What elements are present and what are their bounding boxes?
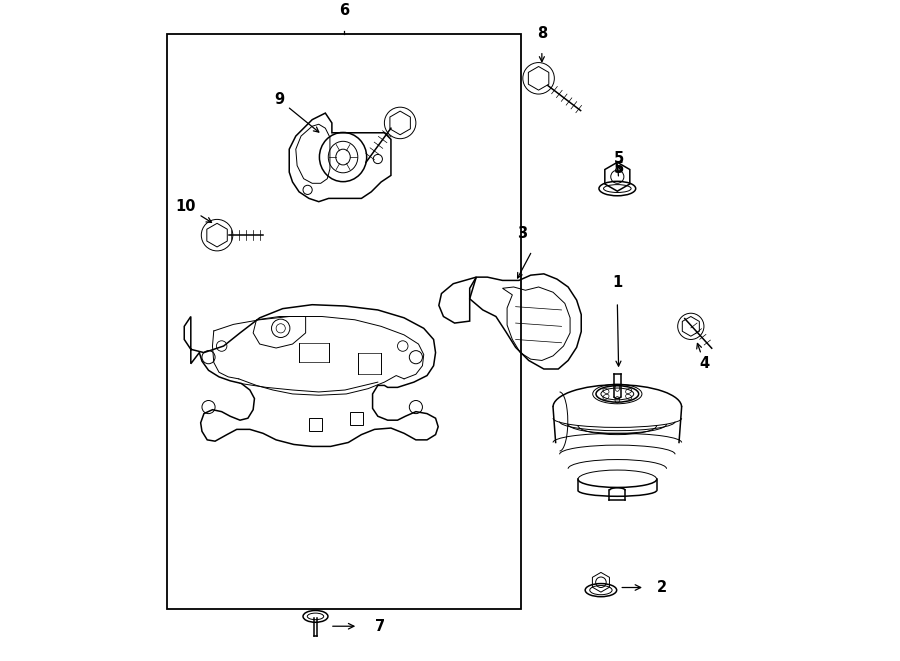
- Bar: [309, 418, 322, 432]
- Text: 2: 2: [657, 580, 667, 595]
- Text: 10: 10: [176, 199, 211, 223]
- Text: 3: 3: [518, 226, 527, 241]
- Text: 4: 4: [699, 356, 709, 371]
- Text: 8: 8: [536, 26, 547, 41]
- Text: 6: 6: [338, 3, 349, 18]
- Text: 9: 9: [274, 93, 319, 132]
- Bar: [350, 412, 364, 425]
- Text: 1: 1: [612, 275, 623, 290]
- Text: 7: 7: [374, 619, 384, 634]
- Text: 5: 5: [614, 161, 624, 176]
- Bar: [166, 34, 521, 609]
- Text: 5: 5: [614, 151, 624, 166]
